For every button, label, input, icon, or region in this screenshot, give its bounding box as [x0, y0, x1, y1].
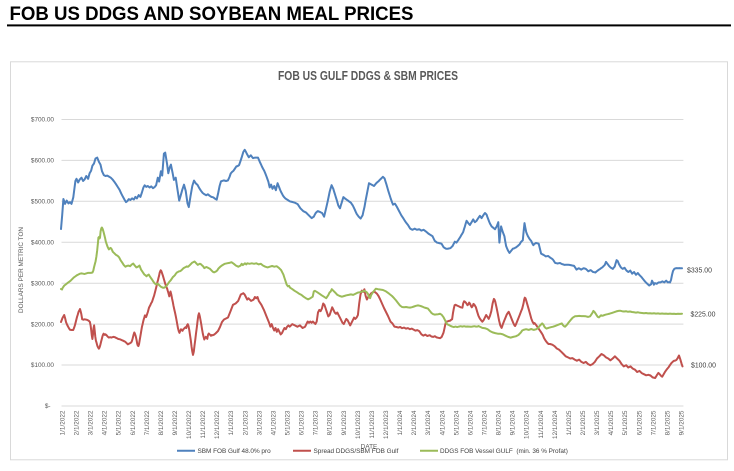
svg-text:DOLLARS PER METRIC TON: DOLLARS PER METRIC TON — [18, 227, 25, 313]
svg-text:2/1/2025: 2/1/2025 — [580, 410, 587, 435]
svg-text:1/1/2022: 1/1/2022 — [59, 410, 66, 435]
svg-text:5/1/2023: 5/1/2023 — [285, 410, 292, 435]
svg-text:8/1/2022: 8/1/2022 — [158, 410, 165, 435]
svg-text:9/1/2022: 9/1/2022 — [172, 410, 179, 435]
svg-text:Spread DDGS/SBM FOB Gulf: Spread DDGS/SBM FOB Gulf — [314, 448, 399, 455]
svg-text:FOB US DDGS AND SOYBEAN MEAL P: FOB US DDGS AND SOYBEAN MEAL PRICES — [10, 3, 414, 25]
svg-text:$335.00: $335.00 — [687, 267, 712, 274]
svg-text:$-: $- — [45, 403, 51, 410]
svg-text:3/1/2022: 3/1/2022 — [88, 410, 95, 435]
svg-text:DATE: DATE — [361, 444, 378, 451]
svg-text:6/1/2023: 6/1/2023 — [299, 410, 306, 435]
svg-text:SBM FOB Gulf 48.0% pro: SBM FOB Gulf 48.0% pro — [198, 448, 272, 455]
svg-text:9/1/2025: 9/1/2025 — [679, 410, 686, 435]
svg-text:4/1/2025: 4/1/2025 — [608, 410, 615, 435]
svg-text:$300.00: $300.00 — [31, 280, 55, 287]
svg-text:5/1/2025: 5/1/2025 — [622, 410, 629, 435]
svg-text:6/1/2025: 6/1/2025 — [636, 410, 643, 435]
svg-text:4/1/2022: 4/1/2022 — [102, 410, 109, 435]
svg-text:10/1/2023: 10/1/2023 — [355, 410, 362, 439]
svg-text:4/1/2024: 4/1/2024 — [439, 410, 446, 435]
svg-text:3/1/2025: 3/1/2025 — [594, 410, 601, 435]
svg-text:8/1/2025: 8/1/2025 — [664, 410, 671, 435]
svg-text:5/1/2024: 5/1/2024 — [453, 410, 460, 435]
svg-text:$600.00: $600.00 — [31, 158, 55, 165]
svg-text:6/1/2024: 6/1/2024 — [467, 410, 474, 435]
svg-text:DDGS FOB Vessel GULF (min. 36: DDGS FOB Vessel GULF (min. 36 % Profat) — [440, 448, 568, 455]
svg-text:12/1/2022: 12/1/2022 — [214, 410, 221, 439]
svg-text:8/1/2024: 8/1/2024 — [496, 410, 503, 435]
svg-text:$225.00: $225.00 — [691, 312, 716, 319]
svg-text:9/1/2023: 9/1/2023 — [341, 410, 348, 435]
svg-text:11/1/2023: 11/1/2023 — [369, 410, 376, 438]
svg-text:6/1/2022: 6/1/2022 — [130, 410, 137, 435]
svg-text:FOB US GULF DDGS & SBM PRICES: FOB US GULF DDGS & SBM PRICES — [278, 68, 458, 83]
svg-text:9/1/2024: 9/1/2024 — [510, 410, 517, 435]
svg-text:10/1/2024: 10/1/2024 — [524, 410, 531, 439]
svg-text:$400.00: $400.00 — [31, 240, 55, 247]
svg-text:10/1/2022: 10/1/2022 — [186, 410, 193, 439]
svg-text:8/1/2023: 8/1/2023 — [327, 410, 334, 435]
svg-text:4/1/2023: 4/1/2023 — [270, 410, 277, 435]
svg-text:3/1/2023: 3/1/2023 — [256, 410, 263, 435]
svg-text:12/1/2024: 12/1/2024 — [552, 410, 559, 439]
svg-text:7/1/2022: 7/1/2022 — [144, 410, 151, 435]
svg-text:2/1/2023: 2/1/2023 — [242, 410, 249, 435]
svg-text:$700.00: $700.00 — [31, 117, 55, 124]
svg-text:11/1/2022: 11/1/2022 — [200, 410, 207, 438]
svg-text:2/1/2022: 2/1/2022 — [74, 410, 81, 435]
svg-text:$500.00: $500.00 — [31, 199, 55, 206]
svg-text:12/1/2023: 12/1/2023 — [383, 410, 390, 439]
svg-text:7/1/2025: 7/1/2025 — [650, 410, 657, 435]
svg-text:11/1/2024: 11/1/2024 — [538, 410, 545, 438]
svg-text:2/1/2024: 2/1/2024 — [411, 410, 418, 435]
svg-text:7/1/2024: 7/1/2024 — [482, 410, 489, 435]
svg-text:7/1/2023: 7/1/2023 — [313, 410, 320, 435]
svg-text:3/1/2024: 3/1/2024 — [425, 410, 432, 435]
svg-text:$100.00: $100.00 — [31, 362, 55, 369]
svg-text:1/1/2025: 1/1/2025 — [566, 410, 573, 435]
svg-text:5/1/2022: 5/1/2022 — [116, 410, 123, 435]
svg-text:1/1/2024: 1/1/2024 — [397, 410, 404, 435]
svg-text:1/1/2023: 1/1/2023 — [228, 410, 235, 435]
svg-text:$100.00: $100.00 — [691, 363, 716, 370]
svg-text:$200.00: $200.00 — [31, 321, 55, 328]
